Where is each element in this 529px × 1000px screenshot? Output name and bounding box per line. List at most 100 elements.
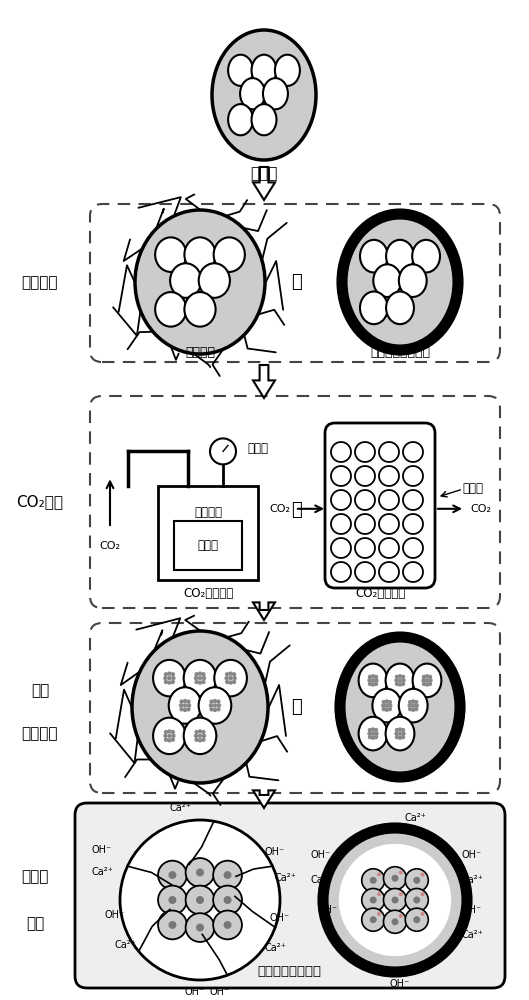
Text: OH⁻: OH⁻ bbox=[92, 845, 112, 855]
Ellipse shape bbox=[132, 631, 268, 783]
Circle shape bbox=[224, 676, 229, 680]
Text: OH⁻: OH⁻ bbox=[265, 847, 285, 857]
Circle shape bbox=[186, 913, 214, 942]
Circle shape bbox=[403, 442, 423, 462]
Circle shape bbox=[194, 680, 199, 684]
Circle shape bbox=[368, 735, 372, 739]
Circle shape bbox=[428, 675, 432, 679]
Circle shape bbox=[167, 680, 171, 685]
Circle shape bbox=[355, 562, 375, 582]
Ellipse shape bbox=[169, 687, 202, 724]
Circle shape bbox=[403, 538, 423, 558]
Circle shape bbox=[403, 466, 423, 486]
Text: Ca²⁺: Ca²⁺ bbox=[264, 943, 286, 953]
Ellipse shape bbox=[184, 718, 216, 754]
Circle shape bbox=[401, 735, 405, 739]
Circle shape bbox=[401, 728, 405, 732]
Circle shape bbox=[403, 490, 423, 510]
Polygon shape bbox=[253, 602, 275, 620]
Circle shape bbox=[201, 680, 206, 684]
Circle shape bbox=[395, 675, 399, 679]
Text: Ca²⁺: Ca²⁺ bbox=[461, 930, 483, 940]
Circle shape bbox=[371, 731, 375, 736]
Circle shape bbox=[232, 672, 236, 676]
Circle shape bbox=[196, 896, 204, 904]
Text: OH⁻: OH⁻ bbox=[105, 910, 125, 920]
Ellipse shape bbox=[399, 264, 427, 297]
Circle shape bbox=[183, 708, 187, 712]
Circle shape bbox=[379, 538, 399, 558]
Circle shape bbox=[225, 680, 230, 684]
Circle shape bbox=[164, 730, 168, 734]
Polygon shape bbox=[253, 365, 275, 398]
Circle shape bbox=[183, 703, 187, 708]
Ellipse shape bbox=[214, 237, 245, 272]
Circle shape bbox=[377, 892, 381, 896]
Circle shape bbox=[186, 707, 190, 712]
Ellipse shape bbox=[155, 292, 186, 327]
Circle shape bbox=[224, 871, 232, 879]
Text: 或: 或 bbox=[291, 501, 303, 519]
Circle shape bbox=[398, 674, 402, 678]
Circle shape bbox=[398, 731, 402, 736]
Circle shape bbox=[379, 562, 399, 582]
Circle shape bbox=[201, 738, 206, 742]
Circle shape bbox=[164, 738, 168, 742]
Text: Ca²⁺: Ca²⁺ bbox=[461, 875, 483, 885]
Circle shape bbox=[183, 699, 187, 703]
Circle shape bbox=[213, 708, 217, 712]
Circle shape bbox=[179, 703, 183, 708]
Text: 压力表: 压力表 bbox=[248, 442, 269, 455]
Circle shape bbox=[403, 514, 423, 534]
Circle shape bbox=[405, 888, 428, 912]
Circle shape bbox=[388, 700, 392, 704]
Circle shape bbox=[377, 873, 381, 877]
Ellipse shape bbox=[263, 78, 288, 109]
Circle shape bbox=[186, 886, 214, 914]
Text: OH⁻: OH⁻ bbox=[462, 905, 482, 915]
FancyBboxPatch shape bbox=[325, 423, 435, 588]
Text: OH⁻: OH⁻ bbox=[318, 905, 338, 915]
Circle shape bbox=[370, 896, 377, 904]
Circle shape bbox=[213, 911, 242, 939]
Circle shape bbox=[355, 442, 375, 462]
Text: 内养护: 内养护 bbox=[21, 869, 49, 884]
Circle shape bbox=[384, 867, 406, 890]
Circle shape bbox=[168, 921, 177, 929]
Ellipse shape bbox=[360, 292, 388, 324]
Circle shape bbox=[217, 703, 221, 708]
Circle shape bbox=[210, 438, 236, 464]
Circle shape bbox=[331, 466, 351, 486]
Circle shape bbox=[421, 892, 425, 896]
Circle shape bbox=[339, 844, 451, 956]
Circle shape bbox=[394, 678, 399, 683]
Circle shape bbox=[355, 538, 375, 558]
Circle shape bbox=[394, 731, 399, 736]
Ellipse shape bbox=[373, 264, 401, 297]
Circle shape bbox=[395, 728, 399, 732]
Circle shape bbox=[398, 682, 402, 687]
Circle shape bbox=[414, 707, 418, 711]
Circle shape bbox=[375, 731, 379, 736]
Circle shape bbox=[194, 734, 198, 738]
Text: CO₂: CO₂ bbox=[99, 541, 121, 551]
Circle shape bbox=[398, 736, 402, 740]
Circle shape bbox=[213, 699, 217, 703]
Circle shape bbox=[198, 734, 202, 738]
Text: 压力容器: 压力容器 bbox=[194, 506, 222, 519]
Circle shape bbox=[120, 820, 280, 980]
Ellipse shape bbox=[340, 637, 460, 777]
Circle shape bbox=[381, 703, 386, 708]
Circle shape bbox=[213, 861, 242, 889]
Ellipse shape bbox=[185, 237, 216, 272]
Text: Ca²⁺: Ca²⁺ bbox=[114, 940, 136, 950]
Circle shape bbox=[167, 738, 171, 743]
Circle shape bbox=[371, 736, 375, 740]
Circle shape bbox=[388, 703, 393, 708]
Circle shape bbox=[391, 918, 398, 925]
Circle shape bbox=[171, 730, 175, 734]
Circle shape bbox=[232, 680, 236, 684]
Circle shape bbox=[216, 707, 221, 712]
Circle shape bbox=[368, 675, 372, 679]
Circle shape bbox=[213, 703, 217, 708]
